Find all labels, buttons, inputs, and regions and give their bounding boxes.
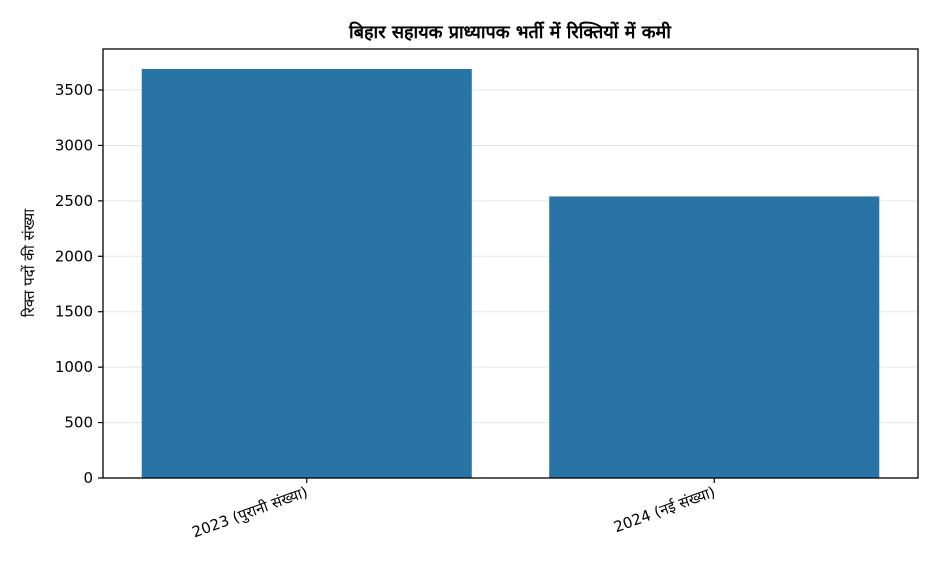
y-tick-label: 3000 — [55, 136, 93, 154]
y-tick-label: 1500 — [55, 303, 93, 321]
y-tick-label: 3500 — [55, 81, 93, 99]
bar — [549, 196, 880, 478]
x-tick-label: 2023 (पुरानी संख्या) — [190, 483, 311, 542]
y-tick-label: 500 — [64, 414, 93, 432]
x-tick-label: 2024 (नई संख्या) — [611, 483, 717, 536]
x-axis-ticks: 2023 (पुरानी संख्या) 2024 (नई संख्या) — [190, 478, 718, 542]
plot-frame — [102, 48, 919, 479]
bars — [141, 68, 880, 478]
y-tick-label: 2000 — [55, 247, 93, 265]
y-tick-label: 0 — [83, 469, 93, 487]
y-tick-label: 1000 — [55, 358, 93, 376]
chart-title: बिहार सहायक प्राध्यापक भर्ती में रिक्तिय… — [348, 21, 672, 43]
y-axis-ticks: 0 500 1000 1500 2000 2500 3000 3500 — [55, 81, 103, 487]
bar — [141, 68, 472, 478]
y-tick-label: 2500 — [55, 192, 93, 210]
y-axis-label: रिक्त पदों की संख्या — [20, 208, 38, 317]
